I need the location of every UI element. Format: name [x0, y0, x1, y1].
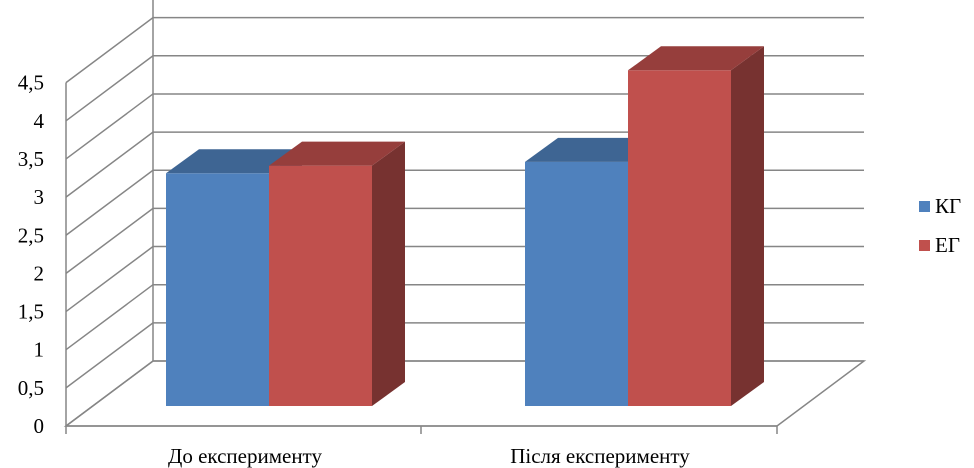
bar-side [731, 46, 764, 406]
legend-label-kg: КГ [935, 194, 961, 218]
y-tick-label: 1,5 [18, 300, 44, 324]
legend: КГ ЕГ [919, 194, 961, 257]
y-tick-label: 2 [34, 261, 45, 285]
bar-side [372, 141, 405, 406]
y-tick-label: 3 [34, 185, 45, 209]
y-tick-label: 2,5 [18, 223, 44, 247]
legend-swatch-eg [919, 240, 930, 251]
y-tick-label: 1 [34, 338, 45, 362]
y-tick-label: 3,5 [18, 147, 44, 171]
category-label-after: Після експерименту [510, 444, 690, 468]
legend-label-eg: ЕГ [935, 233, 960, 257]
bar-top [525, 137, 661, 162]
bars [166, 46, 764, 406]
axes: 0 0,5 1 1,5 2 2,5 3 3,5 4 4,5 [18, 71, 778, 438]
y-tick-label: 4,5 [18, 71, 44, 95]
y-tick-label: 0 [34, 414, 45, 438]
bar-top [628, 46, 764, 71]
y-tick-label: 0,5 [18, 376, 44, 400]
category-label-before: До експерименту [168, 444, 322, 468]
bar-top [269, 141, 405, 166]
bar [166, 173, 269, 406]
y-tick-label: 4 [34, 109, 45, 133]
bar [628, 70, 731, 406]
legend-swatch-kg [919, 201, 930, 212]
bar [525, 161, 628, 406]
bar [269, 165, 372, 406]
bar-top [166, 149, 302, 174]
